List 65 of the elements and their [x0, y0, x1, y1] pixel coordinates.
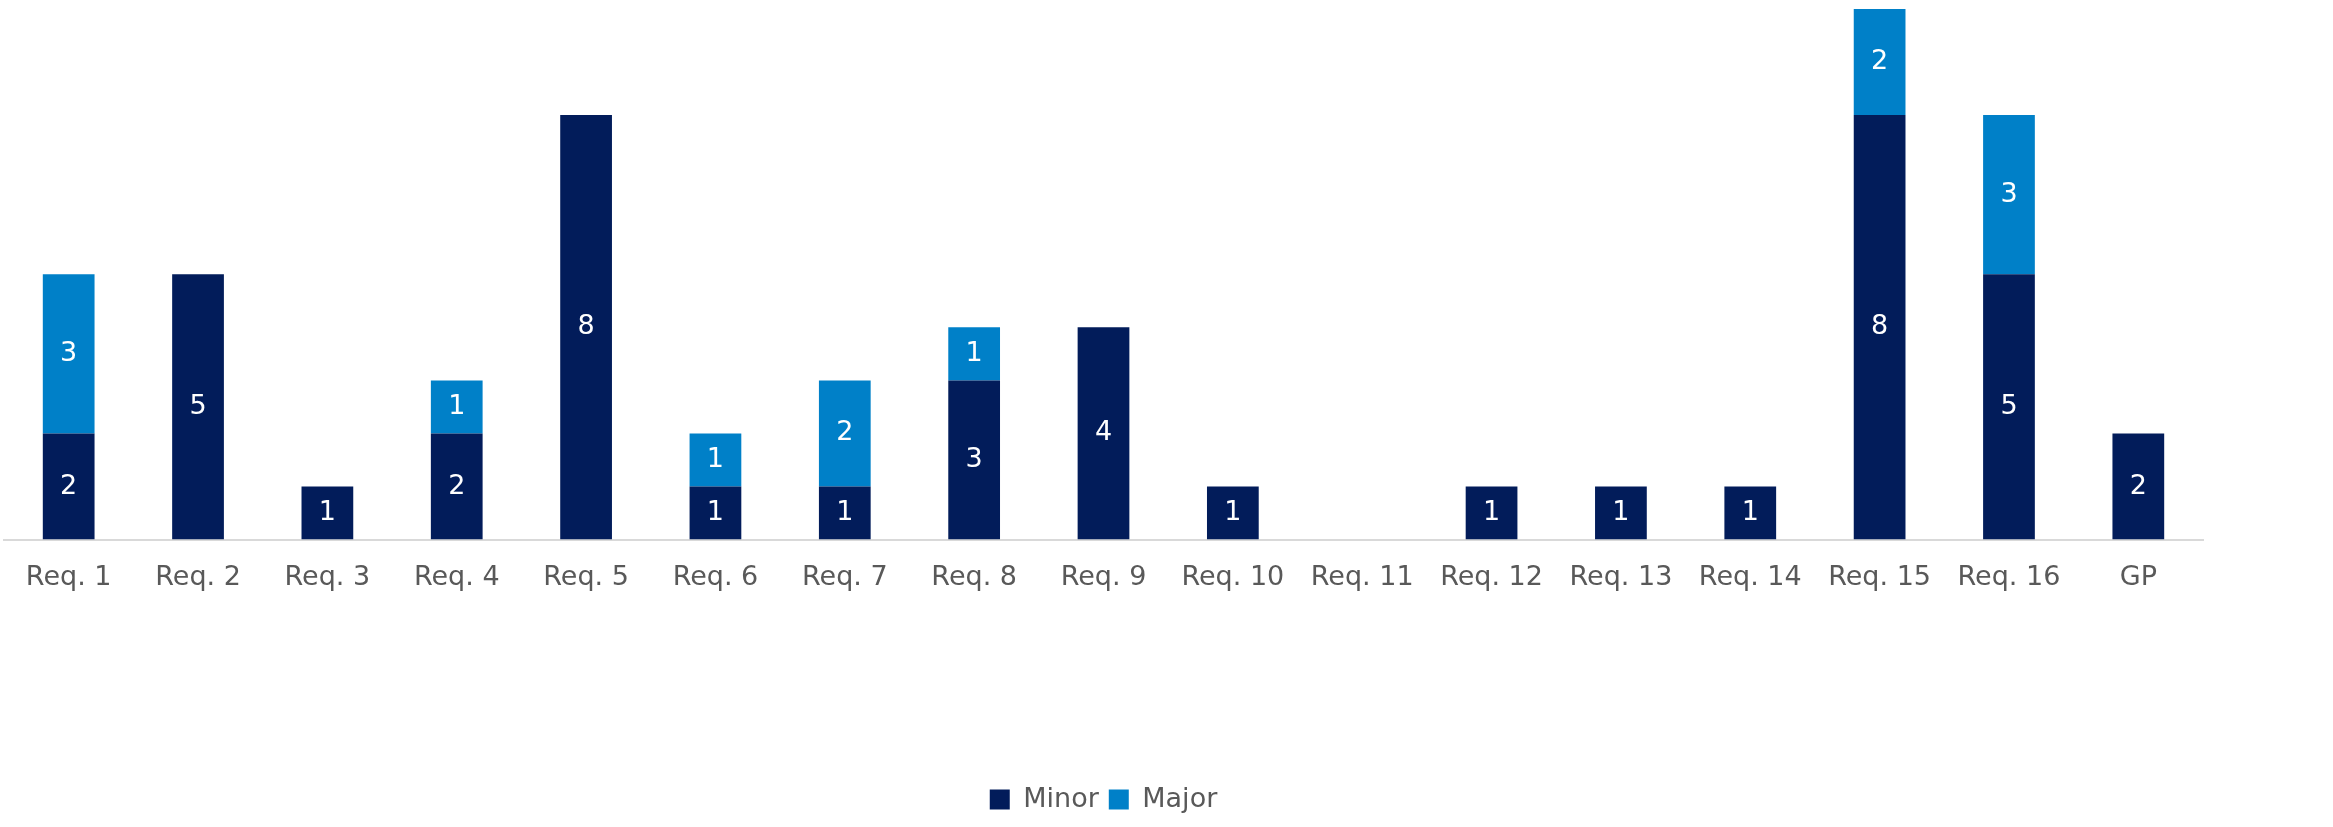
bar — [948, 327, 1001, 381]
data-label: 1 — [706, 442, 725, 474]
data-label: 2 — [60, 468, 78, 500]
data-label: 1 — [1741, 495, 1759, 527]
data-label: 2 — [836, 415, 854, 447]
data-label: 1 — [1482, 495, 1501, 527]
data-label: 1 — [1224, 495, 1242, 527]
bar — [1595, 486, 1647, 540]
bar — [1853, 9, 1906, 116]
data-label: 4 — [1094, 415, 1113, 447]
x-tick-label: Req. 4 — [413, 559, 500, 591]
x-tick-label: Req. 9 — [1060, 559, 1147, 591]
x-tick-label: Req. 2 — [155, 559, 241, 591]
bar — [818, 486, 871, 540]
legend-label: Minor — [1023, 781, 1100, 813]
data-label: 2 — [2129, 468, 2147, 500]
bar — [1465, 486, 1518, 540]
x-tick-label: Req. 16 — [1957, 559, 2061, 591]
data-label: 8 — [577, 309, 595, 341]
x-tick-label: Req. 3 — [284, 559, 371, 591]
data-label: 1 — [706, 495, 725, 527]
bar — [430, 433, 483, 540]
data-label: 8 — [1871, 309, 1889, 341]
bar — [818, 380, 871, 487]
bar — [689, 486, 742, 540]
bar — [1724, 486, 1777, 540]
bar — [2112, 433, 2165, 540]
bar — [1983, 274, 2035, 540]
data-label: 1 — [965, 335, 983, 367]
bar — [42, 433, 95, 540]
legend-label: Major — [1142, 781, 1219, 813]
x-tick-label: Req. 8 — [931, 559, 1017, 591]
x-tick-label: Req. 7 — [801, 559, 888, 591]
bar — [430, 380, 483, 434]
x-tick-label: Req. 1 — [25, 559, 112, 591]
data-label: 3 — [2000, 176, 2018, 208]
bar — [1983, 115, 2035, 275]
bar — [1853, 115, 1906, 540]
bar — [42, 274, 95, 434]
data-label: 3 — [60, 335, 78, 367]
x-tick-label: Req. 14 — [1698, 559, 1802, 591]
x-tick-label: Req. 5 — [543, 559, 629, 591]
data-label: 1 — [448, 388, 466, 420]
bar — [560, 115, 612, 540]
x-tick-label: Req. 15 — [1828, 559, 1932, 591]
bar — [1206, 486, 1259, 540]
x-tick-label: GP — [2119, 559, 2157, 591]
x-tick-label: Req. 13 — [1569, 559, 1673, 591]
data-label: 1 — [836, 495, 854, 527]
x-tick-label: Req. 12 — [1440, 559, 1543, 591]
x-tick-label: Req. 6 — [672, 559, 759, 591]
bar — [689, 433, 742, 487]
bar — [301, 486, 354, 540]
data-label: 2 — [448, 468, 466, 500]
data-label: 1 — [318, 495, 336, 527]
data-label: 5 — [2000, 388, 2018, 420]
data-label: 3 — [965, 442, 983, 474]
bar — [172, 274, 224, 540]
data-label: 2 — [1871, 44, 1889, 76]
data-label: 1 — [1612, 495, 1630, 527]
x-tick-label: Req. 10 — [1181, 559, 1285, 591]
bar — [948, 380, 1001, 540]
x-tick-label: Req. 11 — [1310, 559, 1414, 591]
bar — [1077, 327, 1130, 540]
data-label: 5 — [189, 388, 207, 420]
